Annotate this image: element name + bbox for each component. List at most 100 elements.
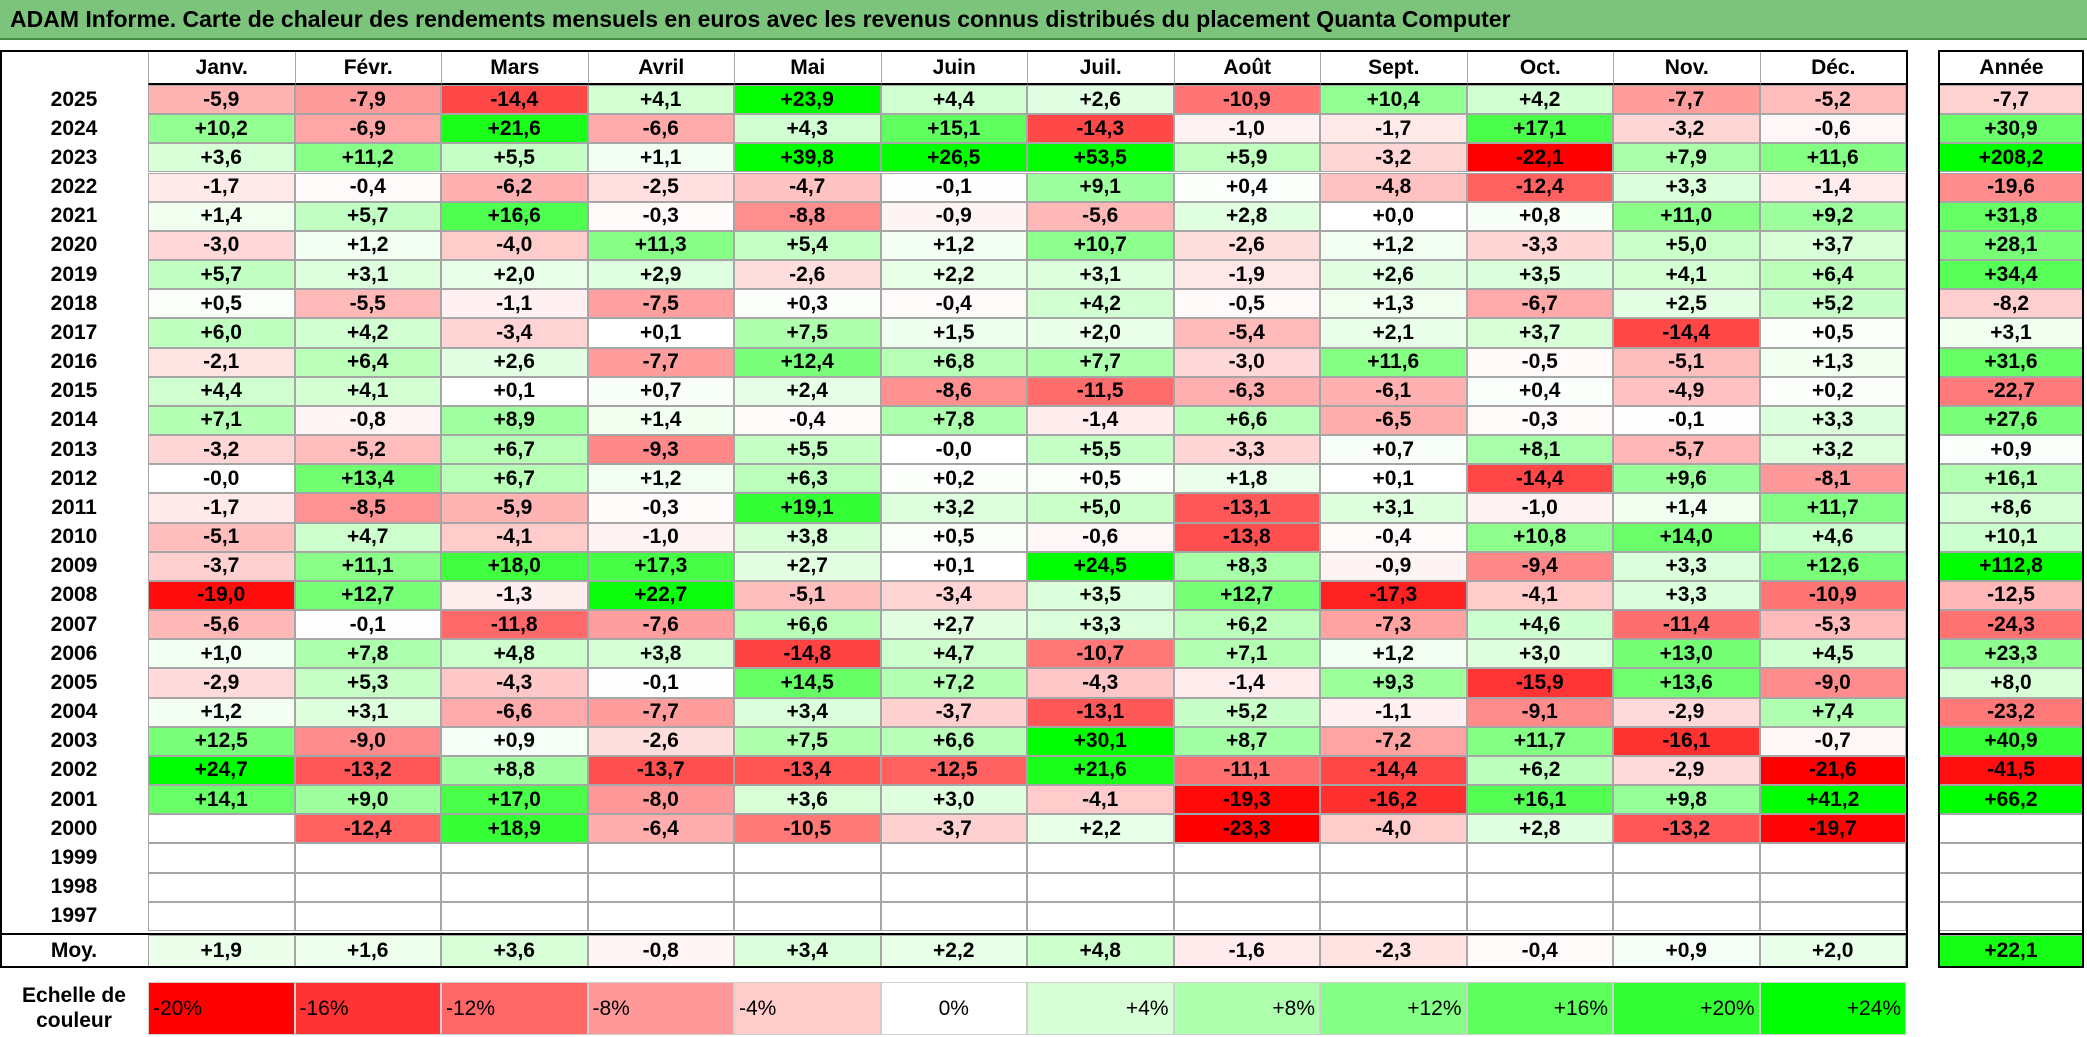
heatmap-cell: [441, 872, 588, 902]
heatmap-cell: -4,0: [1320, 814, 1467, 844]
average-cell: +0,9: [1613, 935, 1760, 967]
heatmap-cell: +0,4: [1466, 376, 1613, 406]
annual-cell: +27,6: [1938, 405, 2084, 436]
column-header: Août: [1173, 50, 1320, 85]
row-label: 2009: [50, 554, 98, 578]
heatmap-cell: -13,8: [1173, 522, 1320, 552]
heatmap-cell: -1,4: [1027, 405, 1174, 436]
heatmap-cell: -3,7: [880, 697, 1027, 727]
heatmap-cell: -0,0: [880, 435, 1027, 465]
heatmap-cell: -4,3: [1027, 668, 1174, 698]
annual-cell: -41,5: [1938, 755, 2084, 786]
heatmap-cell: +2,7: [880, 610, 1027, 640]
heatmap-cell: [148, 843, 295, 873]
heatmap-cell: +5,5: [734, 435, 881, 465]
heatmap-cell: -17,3: [1320, 580, 1467, 611]
heatmap-cell: +7,5: [734, 726, 881, 756]
heatmap-cell: +6,0: [148, 318, 295, 348]
heatmap-cell: +5,7: [294, 201, 441, 231]
average-cell: +3,6: [441, 935, 588, 967]
heatmap-cell: -3,4: [441, 318, 588, 348]
color-scale-label: Echelle de couleur: [22, 984, 126, 1032]
heatmap-cell: +3,4: [734, 697, 881, 727]
heatmap-cell: -14,3: [1027, 114, 1174, 144]
heatmap-cell: +12,4: [734, 347, 881, 377]
heatmap-cell: +16,6: [441, 201, 588, 231]
row-label: 2021: [50, 204, 98, 228]
heatmap-cell: +6,6: [734, 610, 881, 640]
heatmap-cell: +18,0: [441, 551, 588, 581]
heatmap-cell: -14,4: [1613, 318, 1760, 348]
heatmap-cell: -0,0: [148, 464, 295, 494]
row-label: 2006: [50, 641, 98, 665]
heatmap-cell: +15,1: [880, 114, 1027, 144]
heatmap-cell: [587, 872, 734, 902]
heatmap-cell: +1,2: [1320, 230, 1467, 260]
heatmap-cell: -1,4: [1173, 668, 1320, 698]
heatmap-cell: +11,7: [1466, 726, 1613, 756]
average-cell: +1,9: [148, 935, 295, 967]
heatmap-cell: +0,4: [1173, 172, 1320, 202]
heatmap-cell: -14,4: [441, 85, 588, 115]
heatmap-cell: +0,1: [1320, 464, 1467, 494]
heatmap-cell: -7,9: [294, 85, 441, 115]
heatmap-cell: +0,2: [1759, 376, 1906, 406]
heatmap-cell: +1,3: [1320, 289, 1467, 319]
heatmap-cell: +0,1: [880, 551, 1027, 581]
heatmap-cell: -19,7: [1759, 814, 1906, 844]
heatmap-cell: +0,5: [148, 289, 295, 319]
heatmap-cell: +12,6: [1759, 551, 1906, 581]
heatmap-cell: +4,7: [294, 522, 441, 552]
heatmap-cell: [1466, 843, 1613, 873]
heatmap-cell: -23,3: [1173, 814, 1320, 844]
heatmap-cell: -16,2: [1320, 785, 1467, 815]
heatmap-cell: +11,2: [294, 143, 441, 173]
heatmap-cell: +4,4: [880, 85, 1027, 115]
average-cell: +1,6: [294, 935, 441, 967]
heatmap-cell: -0,1: [294, 610, 441, 640]
average-cell: +3,4: [734, 935, 881, 967]
heatmap-cell: +3,8: [734, 522, 881, 552]
heatmap-cell: -3,3: [1466, 230, 1613, 260]
heatmap-cell: -2,9: [148, 668, 295, 698]
heatmap-cell: +13,0: [1613, 639, 1760, 669]
heatmap-cell: [1320, 843, 1467, 873]
heatmap-cell: -3,2: [148, 435, 295, 465]
heatmap-cell: +41,2: [1759, 785, 1906, 815]
heatmap-cell: -4,9: [1613, 376, 1760, 406]
heatmap-cell: +16,1: [1466, 785, 1613, 815]
column-header: Juil.: [1027, 50, 1174, 85]
heatmap-cell: +2,0: [1027, 318, 1174, 348]
annual-cell: [1938, 814, 2084, 844]
heatmap-cell: +4,2: [1027, 289, 1174, 319]
heatmap-cell: +11,0: [1613, 201, 1760, 231]
heatmap-cell: -19,3: [1173, 785, 1320, 815]
heatmap-cell: +5,0: [1613, 230, 1760, 260]
heatmap-cell: [587, 843, 734, 873]
row-label: 2005: [50, 670, 98, 694]
heatmap-cell: [1027, 901, 1174, 931]
heatmap-cell: +3,2: [1759, 435, 1906, 465]
heatmap-cell: +3,3: [1759, 405, 1906, 436]
heatmap-cell: +7,8: [294, 639, 441, 669]
heatmap-cell: +7,8: [880, 405, 1027, 436]
heatmap-cell: -19,0: [148, 580, 295, 611]
row-label: 2012: [50, 466, 98, 490]
heatmap-cell: -0,1: [1613, 405, 1760, 436]
heatmap-cell: +4,6: [1466, 610, 1613, 640]
heatmap-cell: [1759, 901, 1906, 931]
heatmap-cell: -0,5: [1466, 347, 1613, 377]
heatmap-cell: +53,5: [1027, 143, 1174, 173]
heatmap-cell: [294, 901, 441, 931]
heatmap-cell: [734, 901, 881, 931]
heatmap-cell: -1,1: [441, 289, 588, 319]
title-bar: ADAM Informe. Carte de chaleur des rende…: [0, 0, 2087, 40]
heatmap-cell: -5,1: [1613, 347, 1760, 377]
heatmap-cell: -4,3: [441, 668, 588, 698]
heatmap-cell: +26,5: [880, 143, 1027, 173]
row-label: 2013: [50, 437, 98, 461]
heatmap-cell: +7,1: [1173, 639, 1320, 669]
heatmap-cell: -7,7: [587, 697, 734, 727]
color-scale-stop: -20%: [148, 982, 295, 1035]
heatmap-cell: +3,0: [880, 785, 1027, 815]
